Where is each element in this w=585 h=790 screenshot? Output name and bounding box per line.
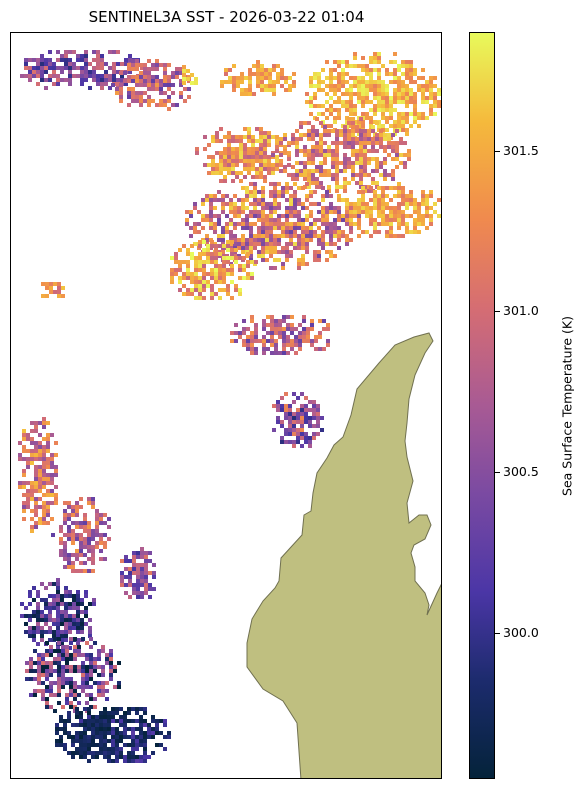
colorbar-gradient [470,33,494,778]
map-title: SENTINEL3A SST - 2026-03-22 01:04 [88,8,365,26]
colorbar-tick [495,151,500,152]
colorbar-tick [495,311,500,312]
colorbar-tick-label: 300.0 [503,625,539,640]
colorbar-tick [495,472,500,473]
colorbar-tick-label: 301.5 [503,143,539,158]
colorbar-tick-label: 300.5 [503,464,539,479]
colorbar-tick-label: 301.0 [503,303,539,318]
colorbar-label: Sea Surface Temperature (K) [559,316,575,496]
sst-pixel-layer [18,50,441,763]
sst-map[interactable] [10,32,442,779]
colorbar [469,32,495,779]
sst-map-canvas [18,50,441,778]
land-mass [246,332,441,778]
colorbar-tick [495,633,500,634]
